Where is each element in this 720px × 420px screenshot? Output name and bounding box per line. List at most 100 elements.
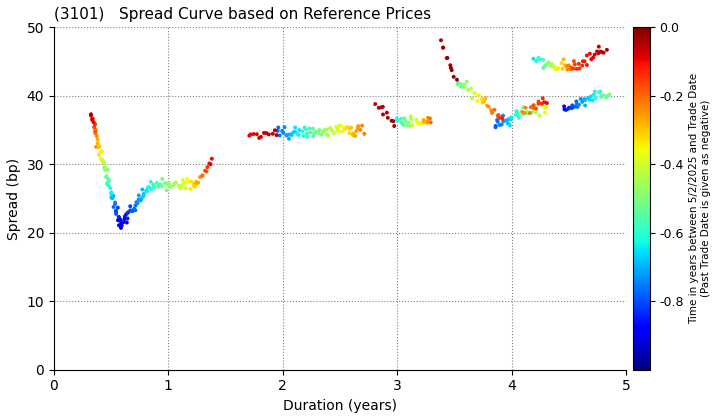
Point [531,106,542,113]
Point [96,148,107,155]
Point [528,109,540,116]
Point [318,129,329,135]
Point [483,104,495,110]
Point [103,178,114,184]
Point [323,132,334,139]
Point [145,185,156,192]
Point [140,187,152,194]
Point [184,186,196,192]
Point [151,180,163,186]
Point [546,60,557,67]
Point [348,130,359,137]
Point [472,97,483,104]
Point [267,130,279,137]
Point [444,62,456,68]
Point [138,191,150,197]
Point [312,130,324,136]
Point [100,173,112,180]
Point [539,62,551,68]
Point [591,48,603,55]
Point [510,111,522,118]
Point [560,107,572,113]
Point [106,194,117,201]
Point [571,101,582,108]
Point [122,209,134,216]
Point [452,81,464,88]
Point [119,216,130,223]
Point [271,132,282,139]
Point [307,125,319,132]
Point [601,47,613,53]
Point [349,133,361,139]
Point [273,124,284,131]
Point [206,155,217,162]
Point [106,191,117,198]
Point [133,192,145,199]
Point [542,60,554,67]
Point [473,92,485,99]
Point [479,98,490,105]
Point [197,172,208,179]
Point [423,115,434,121]
Point [563,62,575,69]
Point [567,104,578,110]
Point [89,130,101,137]
Point [163,181,174,188]
Point [337,128,348,135]
Point [353,123,364,129]
Point [413,119,425,126]
Point [418,118,430,124]
Point [339,126,351,132]
Point [528,55,539,62]
Point [155,181,166,188]
Point [132,200,143,207]
Point [286,131,297,138]
Point [487,110,498,116]
Text: (3101)   Spread Curve based on Reference Prices: (3101) Spread Curve based on Reference P… [54,7,431,22]
Point [573,101,585,108]
Point [121,219,132,226]
Point [418,116,429,123]
X-axis label: Duration (years): Duration (years) [283,399,397,413]
Point [547,63,559,70]
Point [297,133,309,139]
Point [400,118,411,124]
Point [94,143,105,150]
Point [396,119,408,126]
Point [137,194,148,200]
Point [435,37,446,44]
Point [305,129,316,136]
Point [108,204,120,210]
Point [107,194,118,201]
Point [331,127,343,134]
Point [505,116,517,123]
Point [177,177,189,184]
Point [518,104,529,111]
Point [532,101,544,108]
Point [156,183,168,190]
Point [455,84,467,90]
Point [279,124,290,131]
Point [106,189,117,196]
Point [115,220,127,227]
Point [569,61,580,68]
Point [277,129,289,136]
Point [122,215,133,222]
Point [202,164,213,171]
Point [145,178,156,185]
Point [148,184,160,191]
Point [559,106,570,113]
Point [455,81,467,87]
Point [589,88,600,95]
Point [89,120,101,127]
Point [104,185,116,192]
Point [496,113,508,120]
Point [355,126,366,133]
Point [133,196,145,203]
Point [497,116,508,122]
Point [412,120,423,126]
Point [402,122,413,129]
Point [580,97,591,104]
Point [117,219,129,226]
Point [99,165,110,171]
